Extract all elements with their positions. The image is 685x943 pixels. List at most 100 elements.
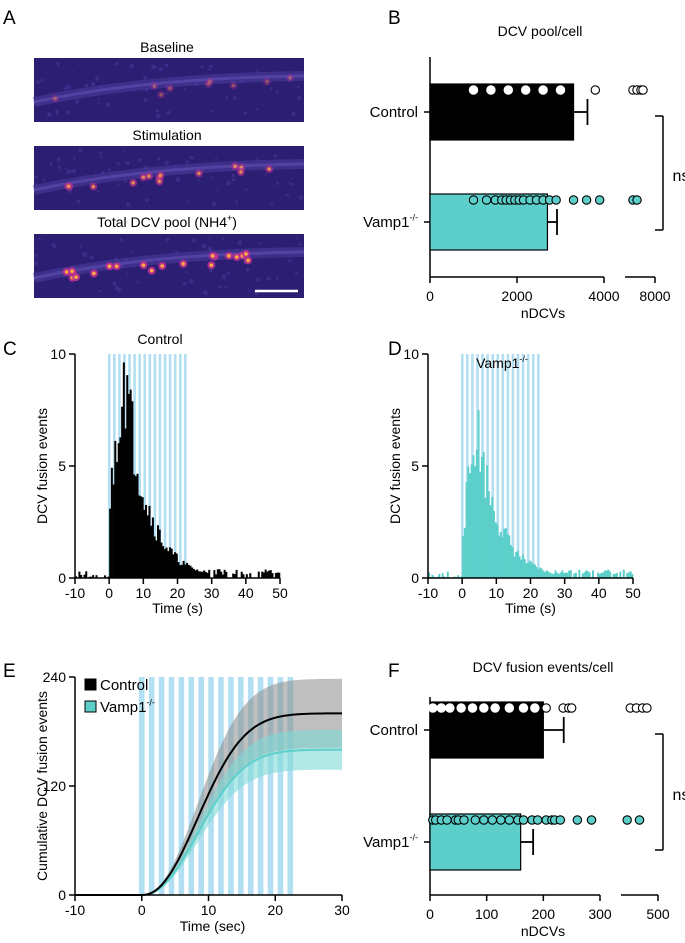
data-point	[445, 703, 455, 713]
histogram-bar	[527, 562, 530, 578]
speckle	[57, 165, 62, 169]
legend-swatch-control	[84, 678, 97, 691]
speckle	[209, 64, 213, 69]
speckle	[214, 158, 218, 161]
stimulation-pulse	[198, 677, 204, 895]
x-tick-label: 20	[170, 585, 186, 601]
speckle	[155, 108, 160, 113]
x-tick-label: 100	[475, 906, 499, 922]
speckle	[286, 193, 290, 197]
speckle	[94, 170, 97, 173]
histogram-bar	[180, 564, 183, 578]
total-pool-sup: +	[227, 213, 232, 223]
histogram-bar	[520, 559, 523, 578]
speckle	[165, 84, 171, 89]
speckle	[113, 257, 119, 262]
stimulation-pulse	[148, 354, 152, 578]
dcv-halo	[157, 90, 166, 99]
stimulation-pulse	[184, 354, 187, 578]
data-point	[551, 195, 561, 205]
data-point	[490, 703, 500, 713]
speckle	[126, 272, 129, 275]
dcv-spot	[141, 263, 146, 267]
histogram-bar	[198, 571, 201, 578]
stimulation-pulse	[491, 354, 494, 578]
histogram-bar	[110, 467, 113, 578]
histogram-bar	[114, 440, 117, 578]
legend-label-vamp1-base: Vamp1	[100, 699, 146, 716]
histogram-bar	[598, 573, 601, 578]
speckle	[273, 154, 278, 158]
x-tick-label: 8000	[639, 288, 670, 304]
histogram-bar	[141, 497, 144, 578]
histogram-bar	[559, 572, 562, 578]
histogram-bar	[622, 569, 625, 578]
dcv-spot	[92, 271, 96, 276]
micrograph-title-total-pool: Total DCV pool (NH4+)	[97, 213, 237, 230]
histogram-bar	[523, 559, 526, 578]
data-point	[468, 195, 479, 205]
speckle	[183, 88, 187, 91]
speckle	[114, 61, 119, 66]
y-axis-label: DCV fusion events	[34, 408, 50, 524]
y-tick-label: 0	[58, 570, 66, 586]
stimulation-pulse	[178, 677, 185, 895]
stimulation-pulse	[173, 354, 177, 578]
speckle	[180, 79, 183, 82]
chart-title: DCV pool/cell	[498, 23, 583, 39]
data-point	[468, 85, 479, 95]
data-point	[642, 703, 652, 713]
speckle	[112, 281, 117, 286]
data-point	[504, 703, 515, 713]
legend-label-control: Control	[100, 677, 148, 694]
speckle	[125, 160, 130, 166]
x-tick-label: 30	[334, 902, 350, 918]
histogram-bar	[148, 505, 151, 578]
y-tick-label: 0	[58, 887, 66, 903]
speckle	[202, 290, 208, 296]
speckle	[269, 87, 273, 90]
dcv-halo	[286, 73, 295, 82]
panel-letter-f: F	[388, 661, 400, 682]
speckle	[33, 261, 39, 266]
panel-letter-b: B	[388, 8, 401, 29]
speckle	[143, 75, 148, 81]
histogram-bar	[540, 568, 543, 578]
stimulation-pulse	[466, 354, 469, 578]
x-tick-label: -10	[65, 585, 85, 601]
speckle	[55, 109, 59, 114]
stimulation-pulse	[158, 354, 162, 578]
speckle	[275, 89, 279, 94]
dcv-spot	[234, 255, 239, 259]
speckle	[97, 98, 100, 101]
histogram-bar	[264, 569, 267, 578]
speckle	[218, 284, 222, 289]
data-point	[459, 815, 469, 825]
speckle	[213, 76, 216, 79]
histogram-bar	[480, 457, 483, 578]
histogram-bar	[586, 571, 589, 578]
y-tick-label: 10	[403, 346, 419, 362]
histogram-bar	[578, 569, 581, 578]
speckle	[270, 201, 274, 205]
histogram-bar	[428, 572, 431, 578]
panel-a: A Baseline Stimulation Total DCV pool (NH4+…	[3, 8, 305, 298]
histogram-bar	[170, 548, 173, 578]
histogram-bar	[607, 569, 610, 578]
stimulation-pulse	[138, 677, 145, 895]
legend-swatch-vamp1	[84, 700, 97, 713]
histogram-bar	[597, 572, 600, 578]
speckle	[36, 102, 40, 107]
histogram-bar	[515, 552, 518, 578]
histogram-bar	[566, 572, 569, 578]
histogram-bar	[218, 569, 221, 578]
histogram-bar	[612, 574, 615, 578]
histogram-bar	[486, 465, 489, 578]
histogram-bar	[85, 571, 88, 578]
histogram-bar	[109, 508, 112, 578]
speckle	[175, 250, 180, 254]
dcv-spot	[158, 173, 163, 178]
histogram-bar	[487, 491, 490, 578]
data-point	[586, 815, 597, 825]
histogram-bar	[585, 570, 588, 578]
